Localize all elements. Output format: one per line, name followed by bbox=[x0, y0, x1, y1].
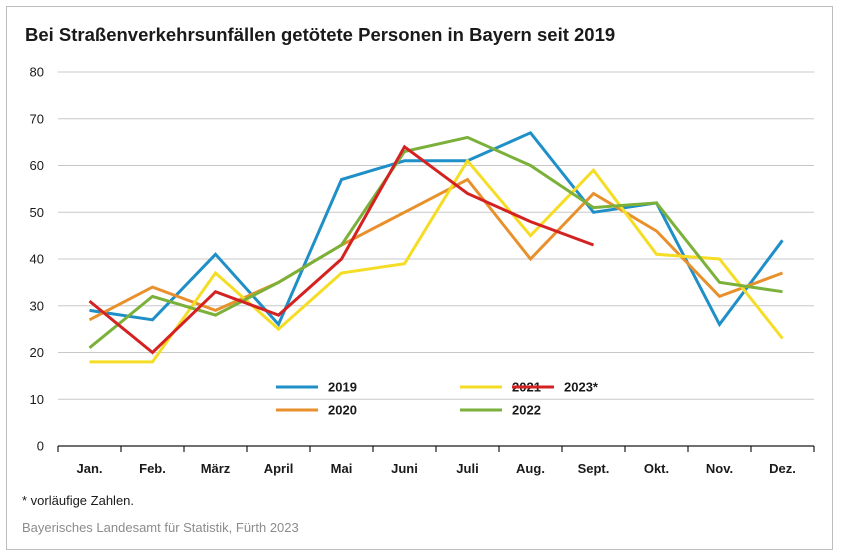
legend-label: 2019 bbox=[328, 380, 357, 395]
series-lines bbox=[88, 130, 784, 364]
x-tick-label: Mai bbox=[331, 461, 353, 476]
x-tick-label: Nov. bbox=[706, 461, 733, 476]
series-line-2023 bbox=[88, 144, 595, 355]
y-tick-label: 30 bbox=[30, 298, 44, 313]
y-tick-label: 50 bbox=[30, 205, 44, 220]
legend-label: 2023* bbox=[564, 380, 599, 395]
x-tick-label: Juli bbox=[456, 461, 478, 476]
y-tick-label: 40 bbox=[30, 252, 44, 267]
x-tick-label: Aug. bbox=[516, 461, 545, 476]
x-tick-label: Juni bbox=[391, 461, 418, 476]
y-tick-label: 80 bbox=[30, 65, 44, 80]
legend-label: 2020 bbox=[328, 403, 357, 418]
grid-lines bbox=[58, 71, 814, 400]
series-line-2020 bbox=[88, 177, 784, 322]
y-tick-label: 70 bbox=[30, 111, 44, 126]
x-tick-label: Dez. bbox=[769, 461, 796, 476]
legend-label: 2022 bbox=[512, 403, 541, 418]
series-line-2019 bbox=[89, 130, 784, 328]
x-tick-label: Jan. bbox=[76, 461, 102, 476]
x-tick-label: Sept. bbox=[578, 461, 610, 476]
x-tick-label: April bbox=[264, 461, 294, 476]
footnote: * vorläufige Zahlen. bbox=[22, 493, 135, 508]
y-tick-label: 10 bbox=[30, 392, 44, 407]
x-tick-label: März bbox=[201, 461, 231, 476]
source-note: Bayerisches Landesamt für Statistik, Für… bbox=[22, 520, 299, 535]
legend: 2019 2021 2023*2020 2022 bbox=[276, 380, 599, 418]
y-tick-label: 0 bbox=[37, 439, 44, 454]
legend-item: 2023* bbox=[512, 380, 599, 395]
x-tick-label: Feb. bbox=[139, 461, 166, 476]
legend-item: 2020 bbox=[276, 403, 357, 418]
chart-title: Bei Straßenverkehrsunfällen getötete Per… bbox=[25, 24, 616, 45]
x-tick-label: Okt. bbox=[644, 461, 669, 476]
axes: 0 10 20 30 40 50 60 70 80 Jan. Feb. März April Mai Jun… bbox=[30, 65, 815, 476]
series-line-2022 bbox=[88, 135, 783, 349]
series-line-2021 bbox=[89, 158, 784, 364]
y-tick-label: 60 bbox=[30, 158, 44, 173]
y-tick-label: 20 bbox=[30, 345, 44, 360]
legend-item: 2022 bbox=[460, 403, 541, 418]
legend-item: 2019 bbox=[276, 380, 357, 395]
